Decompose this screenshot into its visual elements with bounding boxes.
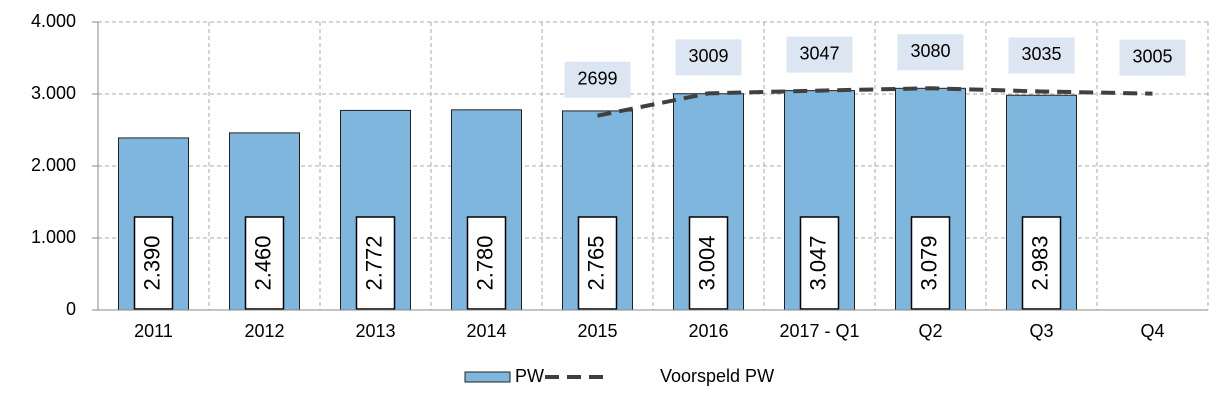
legend-swatch — [464, 371, 511, 383]
x-tick-label: 2014 — [466, 321, 506, 341]
line-label-box — [675, 39, 742, 76]
y-tick-label: 1.000 — [31, 227, 76, 247]
line-label: 3005 — [1132, 46, 1172, 66]
y-tick-label: 3.000 — [31, 83, 76, 103]
legend-label: PW — [515, 366, 544, 386]
data-label: 2.460 — [250, 235, 275, 290]
x-tick-label: 2015 — [577, 321, 617, 341]
data-label: 3.047 — [805, 235, 830, 290]
line-label-box — [1119, 39, 1186, 76]
line-label-box — [564, 61, 631, 98]
data-label-box — [1021, 216, 1062, 310]
line-label: 3047 — [799, 43, 839, 63]
data-label: 3.079 — [916, 235, 941, 290]
x-tick-label: Q2 — [918, 321, 942, 341]
legend-label: Voorspeld PW — [660, 366, 774, 386]
line-label-box — [1008, 37, 1075, 74]
y-tick-label: 0 — [66, 299, 76, 319]
data-label-box — [355, 216, 396, 310]
x-tick-label: 2013 — [355, 321, 395, 341]
data-label-box — [799, 216, 840, 310]
data-label-box — [910, 216, 951, 310]
data-label-box — [577, 216, 618, 310]
line-label-box — [786, 36, 853, 73]
y-tick-label: 4.000 — [31, 11, 76, 31]
data-label-box — [466, 216, 507, 310]
data-label-box — [688, 216, 729, 310]
x-tick-label: Q3 — [1029, 321, 1053, 341]
data-label-box — [244, 216, 285, 310]
data-label-box — [133, 216, 174, 310]
data-label: 2.780 — [472, 235, 497, 290]
data-label: 2.772 — [361, 235, 386, 290]
data-label: 2.390 — [139, 235, 164, 290]
data-label: 2.765 — [583, 235, 608, 290]
data-label: 2.983 — [1027, 235, 1052, 290]
line-label: 3035 — [1021, 44, 1061, 64]
line-label: 3009 — [688, 46, 728, 66]
y-tick-label: 2.000 — [31, 155, 76, 175]
x-tick-label: Q4 — [1140, 321, 1164, 341]
line-label: 3080 — [910, 41, 950, 61]
x-tick-label: 2017 - Q1 — [779, 321, 859, 341]
data-label: 3.004 — [694, 235, 719, 290]
x-tick-label: 2011 — [134, 321, 173, 341]
line-label-box — [897, 34, 964, 71]
line-label: 2699 — [577, 68, 617, 88]
line — [597, 86, 1153, 118]
x-tick-label: 2012 — [244, 321, 284, 341]
x-tick-label: 2016 — [688, 321, 728, 341]
